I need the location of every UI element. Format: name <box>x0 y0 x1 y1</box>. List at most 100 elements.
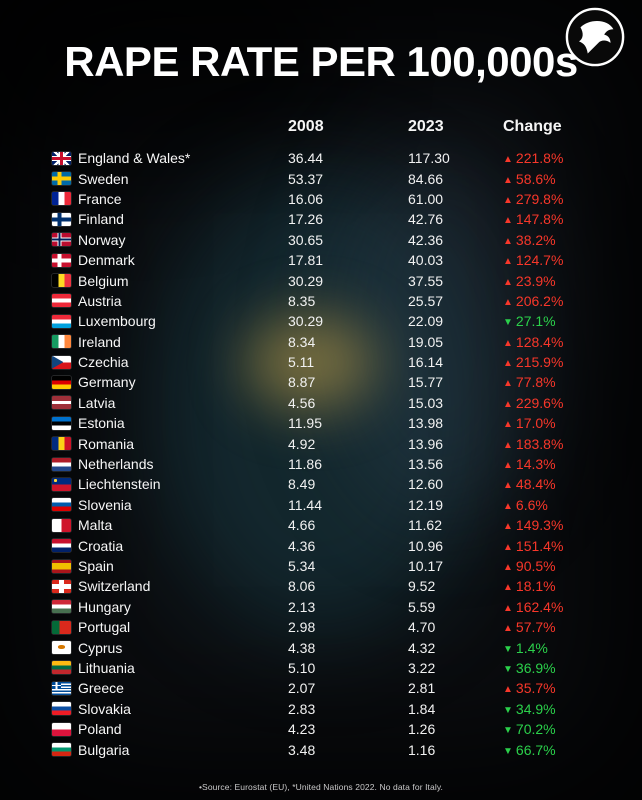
value-2023: 1.26 <box>408 721 436 738</box>
up-arrow-icon: ▲ <box>503 541 513 553</box>
country-name: England & Wales* <box>78 150 191 167</box>
change-value: ▲ 18.1% <box>503 578 556 595</box>
table-row: France 16.06 61.00 ▲ 279.8% <box>52 189 632 209</box>
country-name: Czechia <box>78 354 129 371</box>
country-name: Lithuania <box>78 659 135 676</box>
value-2023: 13.56 <box>408 456 444 473</box>
value-2023: 4.32 <box>408 639 436 656</box>
country-flag-icon <box>52 498 71 512</box>
up-arrow-icon: ▲ <box>503 521 513 533</box>
country-flag-icon <box>52 314 71 328</box>
value-2023: 11.62 <box>408 517 442 534</box>
change-value: ▲ 23.9% <box>503 272 556 289</box>
country-name: France <box>78 190 122 207</box>
up-arrow-icon: ▲ <box>503 154 513 166</box>
country-name: Greece <box>78 680 124 697</box>
value-2008: 5.34 <box>288 558 316 574</box>
change-value: ▲ 90.5% <box>503 558 556 574</box>
value-2008: 53.37 <box>288 170 324 187</box>
up-arrow-icon: ▲ <box>503 419 513 431</box>
up-arrow-icon: ▲ <box>503 684 513 696</box>
change-value: ▲ 38.2% <box>503 231 556 248</box>
value-2008: 11.44 <box>288 496 322 513</box>
flag-triangle <box>52 355 64 369</box>
table-row: Greece 2.07 2.81 ▲ 35.7% <box>52 678 632 698</box>
value-2023: 9.52 <box>408 578 436 595</box>
table-row: Czechia 5.11 16.14 ▲ 215.9% <box>52 352 632 372</box>
down-arrow-icon: ▼ <box>503 745 513 757</box>
table-row: Norway 30.65 42.36 ▲ 38.2% <box>52 230 632 250</box>
value-2008: 17.81 <box>288 252 324 269</box>
change-value: ▲ 6.6% <box>503 496 548 513</box>
country-name: Poland <box>78 721 122 738</box>
country-name: Liechtenstein <box>78 476 161 493</box>
value-2023: 2.81 <box>408 680 436 697</box>
up-arrow-icon: ▲ <box>503 215 513 227</box>
value-2008: 5.10 <box>288 659 316 676</box>
change-value: ▲ 183.8% <box>503 435 564 452</box>
country-flag-icon <box>52 396 71 410</box>
up-arrow-icon: ▲ <box>503 337 513 349</box>
table-row: Switzerland 8.06 9.52 ▲ 18.1% <box>52 576 632 596</box>
country-name: Slovenia <box>78 496 132 513</box>
change-value: ▲ 229.6% <box>503 394 564 411</box>
table-row: Netherlands 11.86 13.56 ▲ 14.3% <box>52 454 632 474</box>
table-row: Croatia 4.36 10.96 ▲ 151.4% <box>52 535 632 555</box>
change-value: ▲ 35.7% <box>503 680 556 697</box>
value-2023: 117.30 <box>408 150 450 167</box>
value-2008: 4.66 <box>288 517 316 534</box>
country-flag-icon <box>52 437 71 451</box>
table-row: Poland 4.23 1.26 ▼ 70.2% <box>52 719 632 739</box>
country-flag-icon <box>52 151 71 165</box>
change-value: ▲ 149.3% <box>503 517 564 534</box>
country-name: Ireland <box>78 333 121 350</box>
value-2023: 13.96 <box>408 435 444 452</box>
change-value: ▼ 34.9% <box>503 700 556 717</box>
country-name: Portugal <box>78 619 131 636</box>
table-row: Lithuania 5.10 3.22 ▼ 36.9% <box>52 658 632 678</box>
value-2023: 84.66 <box>408 170 444 187</box>
column-header-change: Change <box>503 118 562 135</box>
value-2023: 12.60 <box>408 476 444 493</box>
value-2023: 19.05 <box>408 333 444 350</box>
value-2008: 4.56 <box>288 394 316 411</box>
up-arrow-icon: ▲ <box>503 480 513 492</box>
value-2008: 3.48 <box>288 741 316 758</box>
table-row: Spain 5.34 10.17 ▲ 90.5% <box>52 556 632 576</box>
country-name: Netherlands <box>78 456 154 473</box>
up-arrow-icon: ▲ <box>503 378 513 390</box>
source-note: •Source: Eurostat (EU), *United Nations … <box>198 782 444 792</box>
value-2008: 4.23 <box>288 721 316 738</box>
table-row: Slovenia 11.44 12.19 ▲ 6.6% <box>52 495 632 515</box>
country-flag-icon <box>52 253 71 267</box>
country-name: Romania <box>78 435 135 452</box>
value-2008: 8.35 <box>288 292 316 309</box>
change-value: ▲ 48.4% <box>503 476 556 493</box>
value-2023: 13.98 <box>408 415 444 432</box>
down-arrow-icon: ▼ <box>503 663 513 675</box>
change-value: ▲ 221.8% <box>503 150 564 167</box>
country-flag-icon <box>52 375 71 389</box>
table-row: Slovakia 2.83 1.84 ▼ 34.9% <box>52 699 632 719</box>
value-2008: 8.49 <box>288 476 316 493</box>
value-2023: 10.96 <box>408 537 444 554</box>
country-name: Switzerland <box>78 578 151 595</box>
up-arrow-icon: ▲ <box>503 602 513 614</box>
table-row: Portugal 2.98 4.70 ▲ 57.7% <box>52 617 632 637</box>
table-row: Romania 4.92 13.96 ▲ 183.8% <box>52 433 632 453</box>
country-flag-icon <box>52 294 71 308</box>
value-2023: 10.17 <box>408 558 444 574</box>
country-name: Belgium <box>78 272 129 289</box>
change-value: ▲ 14.3% <box>503 456 556 473</box>
up-arrow-icon: ▲ <box>503 562 513 573</box>
table-row: Finland 17.26 42.76 ▲ 147.8% <box>52 209 632 229</box>
country-flag-icon <box>52 539 71 553</box>
table-row: Bulgaria 3.48 1.16 ▼ 66.7% <box>52 739 632 759</box>
value-2023: 1.16 <box>408 741 436 758</box>
country-name: Denmark <box>78 252 135 269</box>
value-2023: 1.84 <box>408 700 436 717</box>
change-value: ▲ 215.9% <box>503 354 564 371</box>
value-2008: 2.07 <box>288 680 316 697</box>
country-flag-icon <box>52 743 71 757</box>
